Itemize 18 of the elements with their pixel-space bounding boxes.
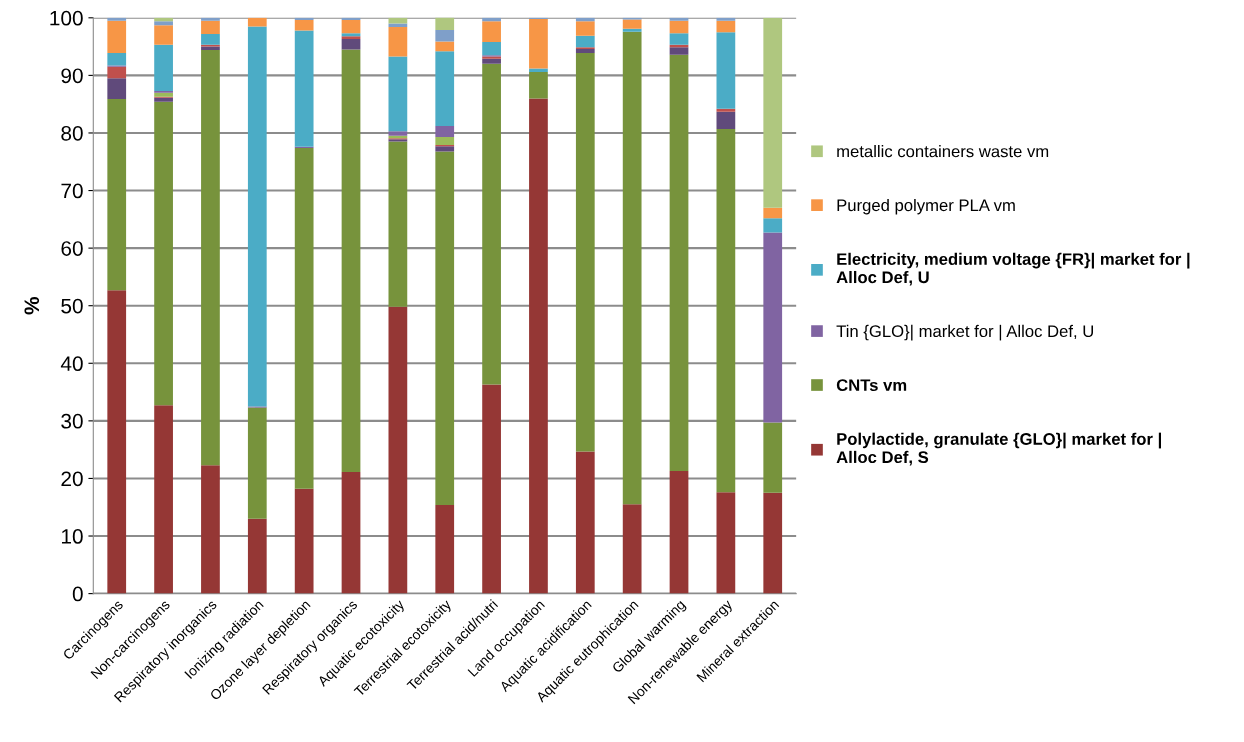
legend-label: Electricity, medium voltage {FR}| market for | Alloc Def, U [836, 252, 1190, 286]
y-tick-label: 100 [50, 10, 83, 26]
y-tick-label: 90 [61, 68, 83, 84]
y-tick-label: 0 [72, 586, 83, 602]
legend-label: CNTs vm [836, 379, 907, 392]
y-tick-label: 70 [61, 183, 83, 199]
y-axis-title: % [24, 296, 40, 315]
y-tick-label: 80 [61, 125, 83, 141]
legend-label: metallic containers waste vm [837, 145, 1049, 158]
legend-label: Purged polymer PLA vm [837, 198, 1015, 215]
y-tick-label: 40 [60, 356, 83, 372]
legend-label: Tin {GLO}| market for | Alloc Def, U [836, 324, 1093, 341]
y-tick-label: 30 [61, 413, 83, 429]
y-tick-label: 20 [61, 471, 83, 487]
y-tick-label: 50 [61, 298, 83, 314]
legend-label: Polylactide, granulate {GLO}| market for | Alloc Def, S [836, 432, 1161, 466]
y-tick-label: 60 [61, 241, 83, 256]
y-tick-label: 10 [62, 529, 83, 544]
